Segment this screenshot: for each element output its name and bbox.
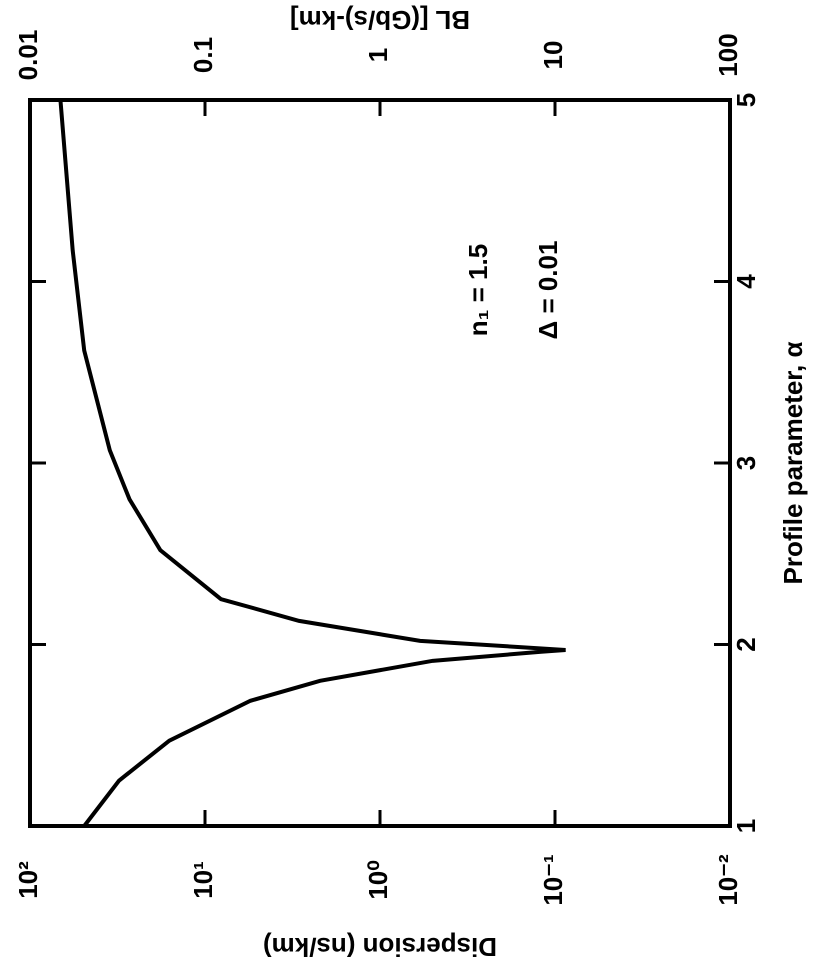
curve (58, 99, 566, 828)
x-tick-label: 5 (731, 93, 761, 107)
annotation: n₁ = 1.5 (463, 244, 493, 336)
x-tick-label: 1 (731, 819, 761, 833)
x-axis-label: Profile parameter, α (778, 342, 808, 585)
y-tick-label: 10⁻² (713, 854, 743, 906)
top-tick-label: 1 (363, 48, 393, 62)
top-tick-label: 0.1 (188, 37, 218, 73)
top-axis-label: BL [(Gb/s)-km] (290, 5, 470, 35)
top-tick-label: 10 (538, 41, 568, 70)
top-tick-label: 100 (713, 33, 743, 76)
top-tick-label: 0.01 (13, 30, 43, 81)
annotation: Δ = 0.01 (533, 241, 563, 340)
x-tick-label: 3 (731, 456, 761, 470)
y-tick-label: 10⁻¹ (538, 854, 568, 905)
y-tick-label: 10¹ (188, 861, 218, 899)
x-tick-label: 4 (731, 274, 761, 289)
x-tick-label: 2 (731, 637, 761, 651)
y-axis-label: Dispersion (ns/km) (263, 932, 497, 962)
y-tick-label: 10⁰ (363, 860, 393, 899)
y-tick-label: 10² (13, 861, 43, 899)
plot-frame (28, 98, 732, 828)
